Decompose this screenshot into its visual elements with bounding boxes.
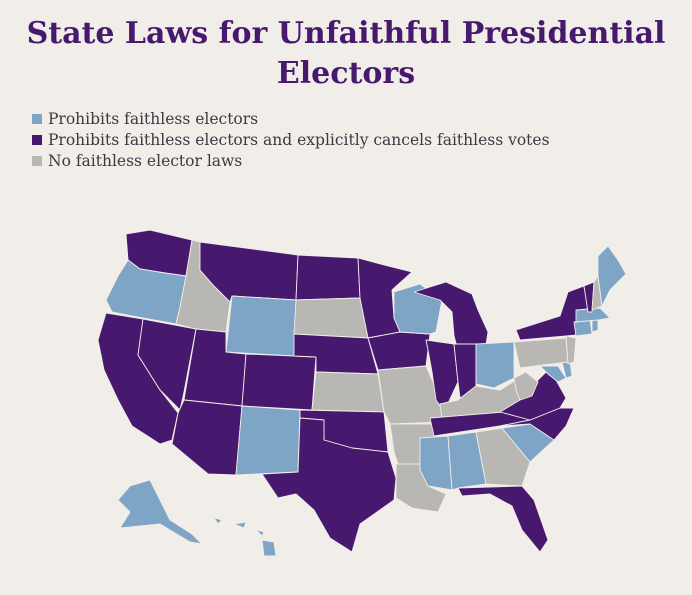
state-florida <box>457 485 549 553</box>
state-pennsylvania <box>513 337 569 369</box>
state-massachusetts <box>575 307 611 323</box>
state-maryland <box>539 365 567 383</box>
state-kansas <box>311 371 385 413</box>
state-arizona <box>171 399 243 476</box>
state-west-virginia <box>513 371 539 401</box>
legend-swatch-cancels <box>32 134 42 145</box>
page-title: State Laws for Unfaithful Presidential E… <box>0 14 692 94</box>
legend-item-none: No faithless elector laws <box>32 150 550 171</box>
state-mississippi <box>419 435 453 491</box>
legend-swatch-none <box>32 155 42 166</box>
legend-item-cancels: Prohibits faithless electors and explici… <box>32 129 550 150</box>
state-maine <box>597 245 627 307</box>
state-new-mexico <box>235 405 301 476</box>
state-colorado <box>241 353 317 411</box>
state-texas <box>261 417 397 553</box>
state-hawaii <box>213 517 277 557</box>
legend: Prohibits faithless electors Prohibits f… <box>32 108 550 171</box>
legend-label-none: No faithless elector laws <box>48 151 243 170</box>
state-south-dakota <box>293 297 369 339</box>
legend-label-cancels: Prohibits faithless electors and explici… <box>48 130 550 149</box>
state-connecticut <box>573 319 593 337</box>
state-georgia <box>475 427 531 487</box>
state-new-jersey <box>565 335 577 365</box>
state-wyoming <box>225 295 297 357</box>
state-rhode-island <box>591 319 599 333</box>
legend-item-prohibits: Prohibits faithless electors <box>32 108 550 129</box>
state-ohio <box>475 341 515 389</box>
legend-label-prohibits: Prohibits faithless electors <box>48 109 259 128</box>
legend-swatch-prohibits <box>32 113 42 124</box>
state-iowa <box>367 331 431 371</box>
state-vermont <box>583 281 595 313</box>
state-north-dakota <box>295 254 361 301</box>
state-alabama <box>447 431 487 491</box>
title-line-2: Electors <box>276 56 416 91</box>
title-line-1: State Laws for Unfaithful Presidential <box>26 16 666 51</box>
state-alaska <box>117 479 203 545</box>
